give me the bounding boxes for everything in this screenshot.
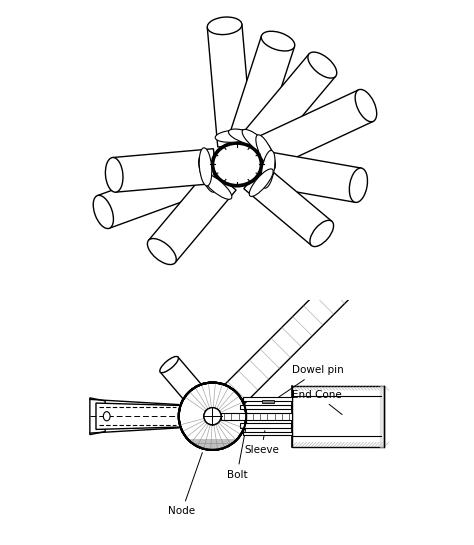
Polygon shape	[90, 398, 105, 435]
Polygon shape	[292, 386, 384, 447]
Ellipse shape	[355, 89, 377, 122]
Polygon shape	[221, 269, 360, 408]
Ellipse shape	[207, 17, 242, 35]
Ellipse shape	[199, 148, 212, 186]
Polygon shape	[243, 432, 292, 435]
Ellipse shape	[93, 195, 113, 228]
Polygon shape	[250, 90, 373, 172]
Polygon shape	[238, 54, 336, 161]
Text: Sleeve: Sleeve	[244, 431, 279, 455]
Ellipse shape	[349, 168, 367, 202]
Ellipse shape	[103, 411, 110, 421]
Ellipse shape	[201, 173, 232, 199]
Ellipse shape	[256, 135, 275, 170]
Polygon shape	[207, 25, 252, 147]
Circle shape	[204, 408, 221, 425]
Ellipse shape	[212, 142, 262, 186]
Polygon shape	[221, 413, 292, 420]
Circle shape	[204, 408, 221, 425]
Ellipse shape	[160, 356, 178, 373]
Ellipse shape	[213, 144, 261, 185]
Ellipse shape	[308, 52, 337, 78]
Polygon shape	[256, 150, 362, 202]
Polygon shape	[240, 404, 291, 409]
Ellipse shape	[215, 130, 253, 142]
Text: End Cone: End Cone	[292, 390, 342, 415]
Ellipse shape	[249, 169, 273, 196]
Ellipse shape	[228, 129, 265, 146]
Polygon shape	[240, 423, 291, 428]
Circle shape	[179, 383, 246, 450]
Text: Bolt: Bolt	[227, 423, 247, 480]
Polygon shape	[96, 403, 182, 429]
Polygon shape	[244, 165, 332, 246]
Ellipse shape	[261, 150, 275, 188]
Ellipse shape	[261, 31, 295, 51]
Polygon shape	[97, 155, 222, 228]
Text: Node: Node	[168, 452, 202, 516]
Polygon shape	[262, 399, 274, 403]
Polygon shape	[243, 397, 292, 401]
Ellipse shape	[199, 156, 216, 192]
Polygon shape	[228, 36, 294, 152]
Polygon shape	[295, 396, 381, 436]
Polygon shape	[113, 149, 217, 192]
Ellipse shape	[242, 129, 273, 156]
Ellipse shape	[147, 239, 176, 264]
Ellipse shape	[310, 220, 334, 246]
Ellipse shape	[105, 158, 123, 192]
Polygon shape	[160, 357, 239, 444]
Polygon shape	[148, 168, 236, 263]
Text: Dowel pin: Dowel pin	[274, 365, 344, 400]
